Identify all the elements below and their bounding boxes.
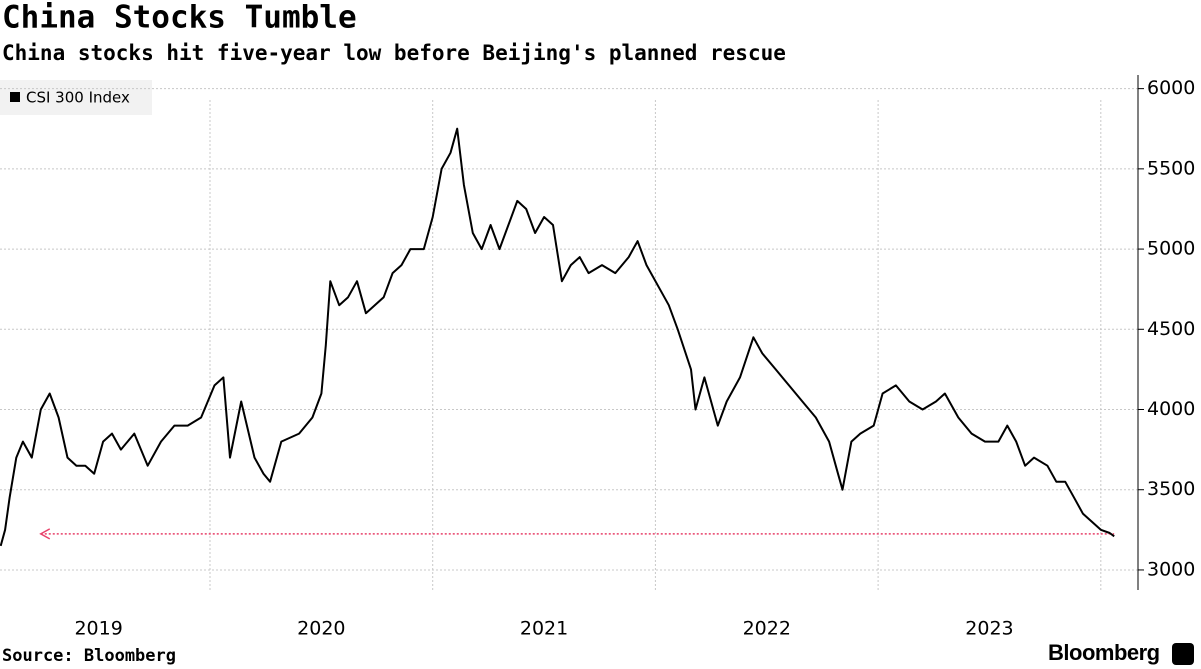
x-tick-label: 2019 bbox=[74, 618, 122, 640]
legend-swatch bbox=[10, 92, 20, 102]
x-tick-label: 2022 bbox=[743, 618, 791, 640]
y-tick-label: 3500 bbox=[1147, 478, 1195, 500]
series-line bbox=[0, 127, 1115, 547]
y-tick-label: 4000 bbox=[1147, 398, 1195, 420]
chart-title: China Stocks Tumble bbox=[2, 0, 357, 36]
y-tick-label: 3000 bbox=[1147, 558, 1195, 580]
chart-subtitle: China stocks hit five-year low before Be… bbox=[2, 41, 786, 65]
x-tick-label: 2020 bbox=[297, 618, 345, 640]
brand-logo: Bloomberg bbox=[1048, 640, 1160, 665]
source: Source: Bloomberg bbox=[2, 646, 176, 666]
y-tick-label: 6000 bbox=[1147, 77, 1195, 99]
x-tick-label: 2021 bbox=[520, 618, 568, 640]
y-tick-label: 4500 bbox=[1147, 318, 1195, 340]
legend-label: CSI 300 Index bbox=[26, 89, 130, 107]
y-tick-label: 5000 bbox=[1147, 238, 1195, 260]
x-tick-label: 2023 bbox=[965, 618, 1013, 640]
y-tick-label: 5500 bbox=[1147, 157, 1195, 179]
annotation-arrowhead bbox=[39, 528, 51, 540]
legend-box bbox=[0, 80, 152, 115]
brand-icon bbox=[1172, 643, 1194, 665]
